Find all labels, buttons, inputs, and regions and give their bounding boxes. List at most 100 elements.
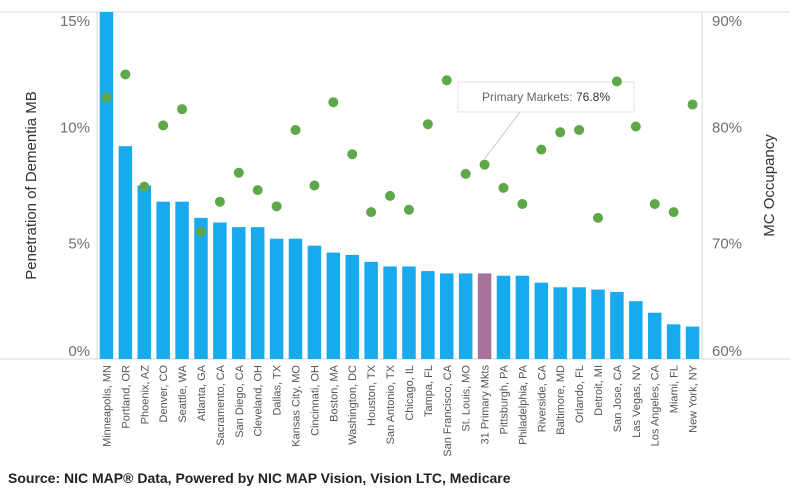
category-label: Orlando, FL xyxy=(574,365,586,423)
bar xyxy=(156,201,170,359)
category-label: Cleveland, OH xyxy=(253,365,265,437)
occupancy-point xyxy=(158,120,169,131)
occupancy-point xyxy=(328,97,339,108)
category-label: San Antonio, TX xyxy=(385,364,397,444)
bar xyxy=(515,275,530,359)
occupancy-point xyxy=(252,185,263,196)
bar xyxy=(250,227,265,359)
occupancy-point xyxy=(177,104,188,115)
occupancy-point xyxy=(233,167,244,178)
category-label: St. Louis, MO xyxy=(461,365,473,432)
bar xyxy=(213,222,227,359)
category-label: Sacramento, CA xyxy=(215,364,227,445)
occupancy-point xyxy=(290,124,301,135)
occupancy-point xyxy=(139,181,150,192)
bar xyxy=(232,227,246,359)
occupancy-point xyxy=(101,92,112,103)
bar xyxy=(458,273,473,359)
right-tick-label: 90% xyxy=(712,13,742,30)
occupancy-point xyxy=(479,159,490,170)
left-tick-label: 15% xyxy=(60,13,90,30)
category-label: Tampa, FL xyxy=(423,365,435,417)
bar xyxy=(553,287,567,359)
bar xyxy=(572,287,586,359)
bar xyxy=(345,254,359,359)
left-axis-title: Penetration of Dementia MB xyxy=(23,91,40,279)
tooltip-value: 76.8% xyxy=(576,90,610,104)
bar xyxy=(118,146,133,359)
category-label: Seattle, WA xyxy=(177,364,189,422)
bar xyxy=(175,201,189,359)
bar xyxy=(99,12,114,359)
category-label: Washington, DC xyxy=(347,365,359,445)
occupancy-point xyxy=(649,199,660,210)
tooltip-label: Primary Markets: xyxy=(482,90,576,104)
bar xyxy=(591,289,605,359)
category-label: Atlanta, GA xyxy=(196,364,208,421)
bar xyxy=(629,301,643,359)
category-label: Pittsburgh, PA xyxy=(498,364,510,434)
category-label: Cincinnati, OH xyxy=(309,365,321,436)
occupancy-point xyxy=(630,121,641,132)
category-label: Los Angeles, CA xyxy=(650,364,662,446)
category-label: Chicago, IL xyxy=(404,365,416,421)
right-axis-title: MC Occupancy xyxy=(761,134,778,237)
bar xyxy=(364,261,378,359)
category-label: Riverside, CA xyxy=(536,364,548,432)
occupancy-point xyxy=(593,212,604,223)
category-label: San Diego, CA xyxy=(234,364,246,437)
bar xyxy=(383,266,397,359)
occupancy-point xyxy=(403,204,414,215)
category-label: Boston, MA xyxy=(328,364,340,422)
tooltip-pointer-line xyxy=(484,111,521,159)
occupancy-point xyxy=(555,127,566,138)
occupancy-point xyxy=(422,119,433,130)
category-label: Dallas, TX xyxy=(272,364,284,415)
category-label: Phoenix, AZ xyxy=(139,365,151,425)
category-label: Houston, TX xyxy=(366,364,378,426)
occupancy-point xyxy=(517,199,528,210)
bar xyxy=(496,275,511,359)
occupancy-point xyxy=(120,69,131,80)
bar xyxy=(666,324,681,359)
right-tick-label: 60% xyxy=(712,343,742,360)
category-label: Las Vegas, NV xyxy=(631,364,643,437)
category-label: Denver, CO xyxy=(158,365,170,423)
bar xyxy=(288,238,303,359)
bar xyxy=(194,217,208,359)
occupancy-point xyxy=(687,99,698,110)
category-label: 31 Primary Mkts xyxy=(480,365,492,445)
bar xyxy=(402,266,416,359)
occupancy-point xyxy=(271,201,282,212)
source-note: Source: NIC MAP® Data, Powered by NIC MA… xyxy=(8,470,511,486)
occupancy-point xyxy=(611,76,622,87)
category-label: San Jose, CA xyxy=(612,364,624,432)
occupancy-point xyxy=(366,207,377,218)
occupancy-point xyxy=(195,226,206,237)
category-label: Portland, OR xyxy=(120,365,132,429)
tooltip-box xyxy=(457,81,635,113)
category-label: Minneapolis, MN xyxy=(101,365,113,447)
occupancy-point xyxy=(309,180,320,191)
bar xyxy=(326,252,341,359)
category-label: Detroit, MI xyxy=(593,365,605,416)
tooltip-text: Primary Markets: 76.8% xyxy=(482,90,610,104)
category-label: Philadelphia, PA xyxy=(517,364,529,445)
bar xyxy=(685,326,700,359)
category-label: New York, NY xyxy=(688,364,700,433)
dementia-penetration-chart: 0% 5% 10% 15% 60% 70% 80% 90% Penetration of Dem… xyxy=(0,11,790,457)
category-label: Baltimore, MD xyxy=(555,365,567,435)
category-label: San Francisco, CA xyxy=(442,364,454,456)
bar xyxy=(269,238,284,359)
left-tick-label: 0% xyxy=(68,343,90,360)
bar xyxy=(647,312,662,359)
bar xyxy=(440,273,454,359)
occupancy-point xyxy=(668,207,679,218)
occupancy-point xyxy=(460,168,471,179)
bar xyxy=(477,273,492,359)
bar xyxy=(137,185,152,359)
occupancy-point xyxy=(498,182,509,193)
occupancy-point xyxy=(385,190,396,201)
right-tick-label: 80% xyxy=(712,120,742,137)
